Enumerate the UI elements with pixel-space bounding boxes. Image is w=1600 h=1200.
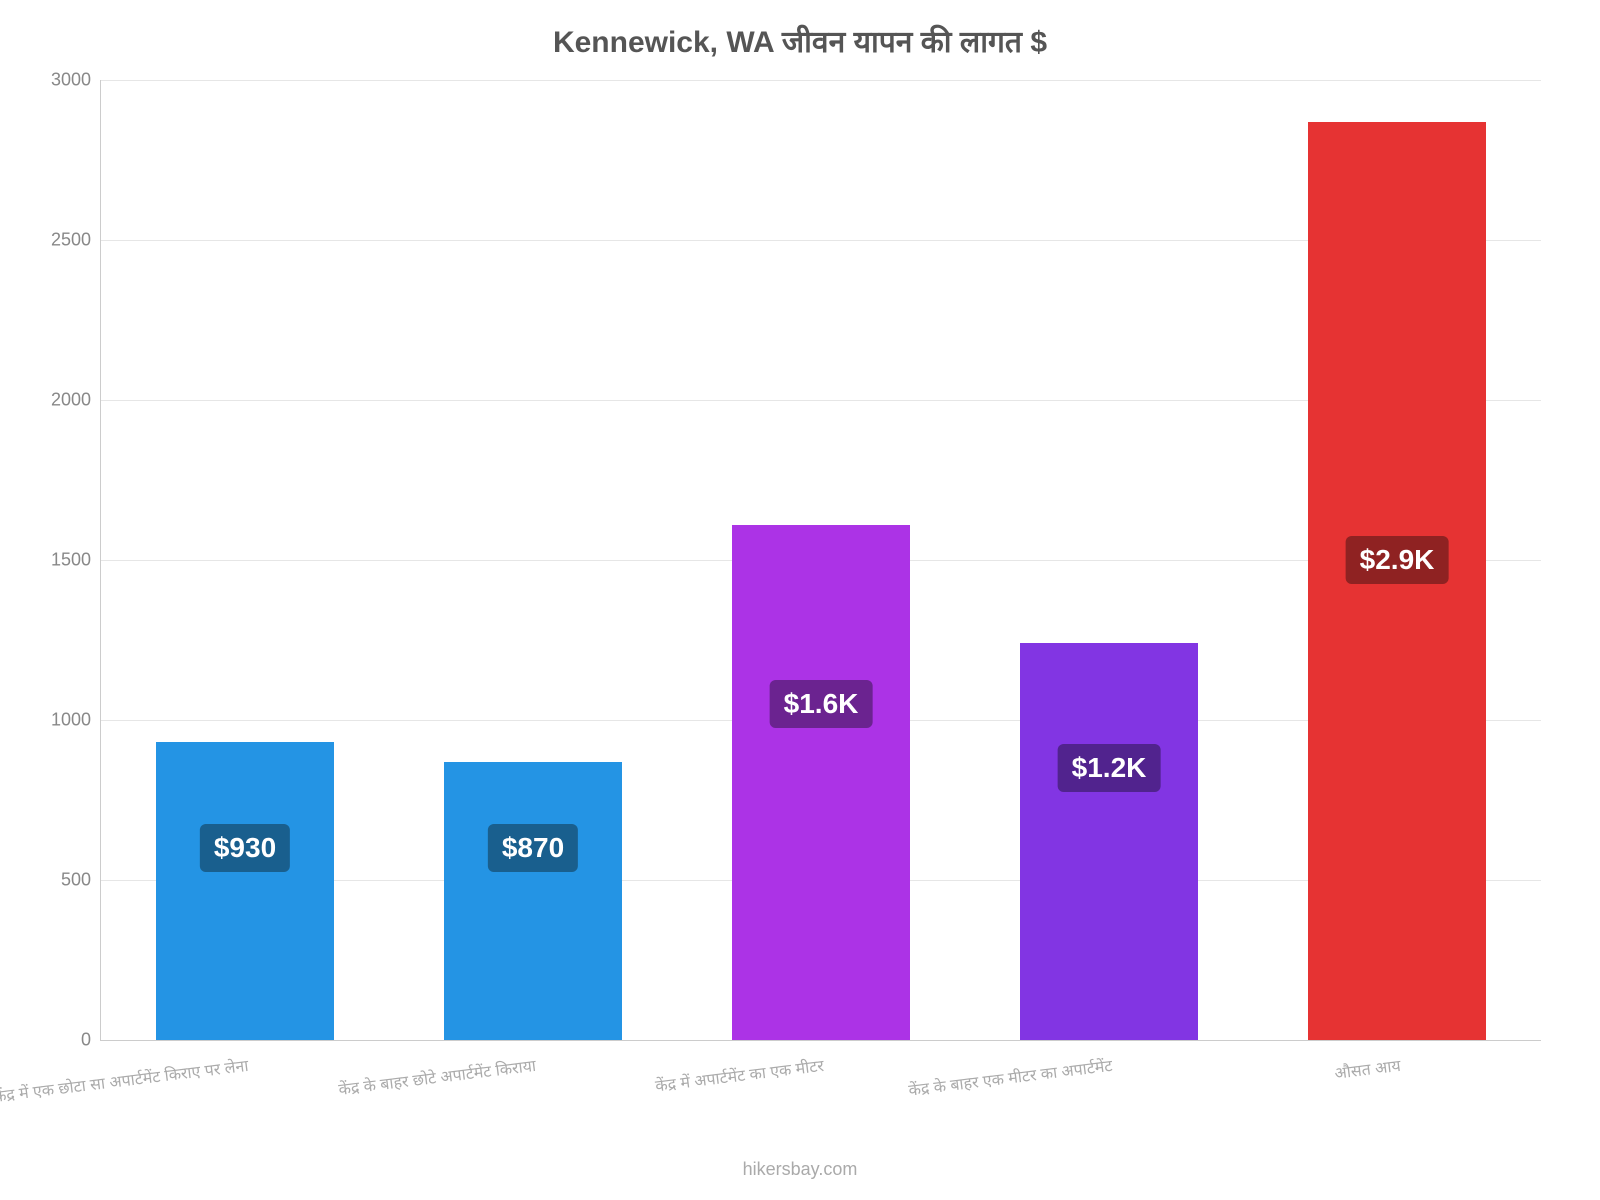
y-tick-label: 2000 xyxy=(51,390,101,411)
x-tick-label: केंद्र में अपार्टमेंट का एक मीटर xyxy=(653,1040,826,1096)
y-tick-label: 500 xyxy=(61,870,101,891)
bar-value-label: $1.2K xyxy=(1058,744,1161,792)
x-tick-label: केंद्र के बाहर एक मीटर का अपार्टमेंट xyxy=(905,1040,1113,1101)
gridline xyxy=(101,80,1541,81)
y-tick-label: 0 xyxy=(81,1030,101,1051)
chart-footer: hikersbay.com xyxy=(0,1159,1600,1180)
bar xyxy=(444,762,623,1040)
bar-value-label: $870 xyxy=(488,824,578,872)
bar-value-label: $2.9K xyxy=(1346,536,1449,584)
bar xyxy=(156,742,335,1040)
x-tick-label: केंद्र के बाहर छोटे अपार्टमेंट किराया xyxy=(336,1040,538,1100)
bar-value-label: $1.6K xyxy=(770,680,873,728)
y-tick-label: 1000 xyxy=(51,710,101,731)
y-tick-label: 3000 xyxy=(51,70,101,91)
chart-title: Kennewick, WA जीवन यापन की लागत $ xyxy=(0,20,1600,61)
x-tick-label: केंद्र में एक छोटा सा अपार्टमेंट किराए प… xyxy=(0,1040,249,1107)
bar xyxy=(1020,643,1199,1040)
plot-area: 050010001500200025003000$930केंद्र में ए… xyxy=(100,80,1541,1041)
chart-container: Kennewick, WA जीवन यापन की लागत $ 050010… xyxy=(0,0,1600,1200)
x-tick-label: औसत आय xyxy=(1331,1040,1401,1084)
y-tick-label: 1500 xyxy=(51,550,101,571)
bar xyxy=(732,525,911,1040)
bar-value-label: $930 xyxy=(200,824,290,872)
y-tick-label: 2500 xyxy=(51,230,101,251)
